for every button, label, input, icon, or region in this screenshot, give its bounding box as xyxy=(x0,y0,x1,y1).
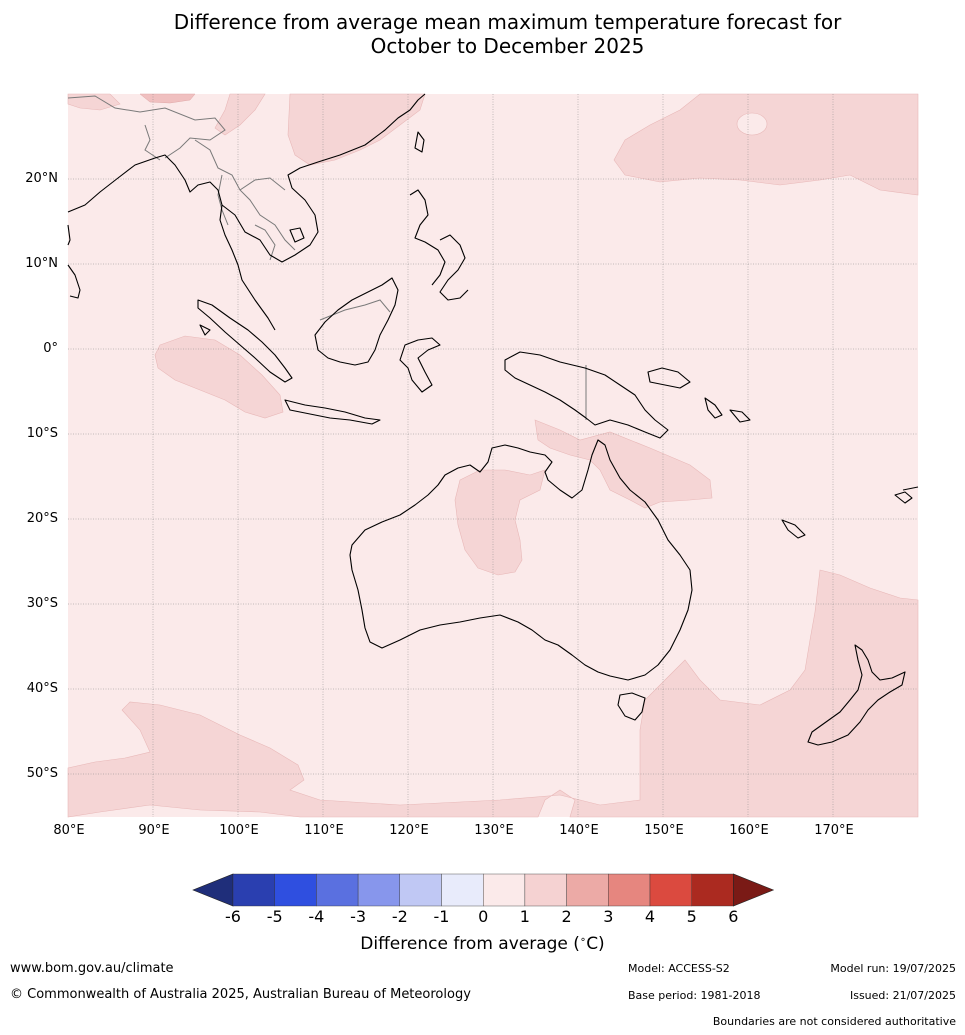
warmer-anomaly-patch xyxy=(139,93,196,104)
title-line-2: October to December 2025 xyxy=(370,34,645,58)
colorbar-tick-label: -6 xyxy=(225,907,241,926)
colorbar-tick-label: 2 xyxy=(561,907,572,926)
colorbar-tick-label: 4 xyxy=(644,907,656,926)
footer-disclaimer: Boundaries are not considered authoritat… xyxy=(712,1015,956,1028)
lon-label-150e: 150°E xyxy=(644,823,684,838)
colorbar-bin xyxy=(274,873,317,907)
lat-label-10n: 10°N xyxy=(25,256,58,271)
lat-label-10s: 10°S xyxy=(26,426,58,441)
colorbar-bin xyxy=(649,873,692,907)
colorbar-tick-label: -2 xyxy=(391,907,408,926)
colorbar-tick-label: -4 xyxy=(308,907,325,926)
colorbar xyxy=(192,873,775,907)
cool-island xyxy=(736,112,768,136)
colorbar-bin xyxy=(232,873,275,907)
lon-label-120e: 120°E xyxy=(389,823,429,838)
country-borders xyxy=(67,95,587,420)
colorbar-extend-low xyxy=(192,873,234,907)
colorbar-tick-label: 0 xyxy=(478,907,489,926)
colorbar-tick-label: -3 xyxy=(350,907,367,926)
colorbar-bin xyxy=(483,873,526,907)
colorbar-label-text: Difference from average ( xyxy=(360,934,580,954)
colorbar-bin xyxy=(608,873,651,907)
colorbar-tick-label: -5 xyxy=(266,907,283,926)
colorbar-label: Difference from average (∘C) xyxy=(0,934,965,954)
title-line-1: Difference from average mean maximum tem… xyxy=(173,10,842,34)
colorbar-bin xyxy=(566,873,609,907)
colorbar-bin xyxy=(399,873,442,907)
warm-anomaly-patches xyxy=(67,93,919,818)
footer-base-period: Base period: 1981-2018 xyxy=(628,989,761,1002)
footer-copyright: © Commonwealth of Australia 2025, Austra… xyxy=(10,987,471,1002)
footer-url[interactable]: www.bom.gov.au/climate xyxy=(10,961,174,976)
lat-label-20n: 20°N xyxy=(25,171,58,186)
lon-label-170e: 170°E xyxy=(814,823,854,838)
footer-issued: Issued: 21/07/2025 xyxy=(849,989,956,1002)
lat-label-0: 0° xyxy=(43,341,58,356)
lon-label-130e: 130°E xyxy=(474,823,514,838)
lon-label-140e: 140°E xyxy=(559,823,599,838)
map-panel xyxy=(67,93,919,818)
colorbar-bin xyxy=(316,873,359,907)
colorbar-tick-label: 3 xyxy=(603,907,614,926)
lat-label-40s: 40°S xyxy=(26,681,58,696)
colorbar-tick-label: 6 xyxy=(728,907,739,926)
colorbar-bin xyxy=(691,873,734,907)
lon-label-80e: 80°E xyxy=(53,823,85,838)
map-title: Difference from average mean maximum tem… xyxy=(0,10,965,58)
colorbar-label-degree: ∘ xyxy=(579,934,587,946)
colorbar-bin xyxy=(441,873,484,907)
coastlines xyxy=(67,93,919,746)
colorbar-extend-high xyxy=(733,873,775,907)
lon-label-90e: 90°E xyxy=(138,823,170,838)
colorbar-label-end: C) xyxy=(586,934,605,954)
lat-label-50s: 50°S xyxy=(26,766,58,781)
footer-model: Model: ACCESS-S2 xyxy=(628,962,730,975)
colorbar-bin xyxy=(524,873,567,907)
graticule xyxy=(68,94,918,817)
colorbar-tick-label: 1 xyxy=(519,907,530,926)
lon-label-110e: 110°E xyxy=(304,823,344,838)
lon-label-160e: 160°E xyxy=(729,823,769,838)
lat-label-30s: 30°S xyxy=(26,596,58,611)
lon-label-100e: 100°E xyxy=(219,823,259,838)
footer-model-run: Model run: 19/07/2025 xyxy=(830,962,956,975)
colorbar-tick-label: 5 xyxy=(686,907,697,926)
lat-label-20s: 20°S xyxy=(26,511,58,526)
colorbar-bin xyxy=(357,873,401,907)
colorbar-tick-label: -1 xyxy=(433,907,450,926)
